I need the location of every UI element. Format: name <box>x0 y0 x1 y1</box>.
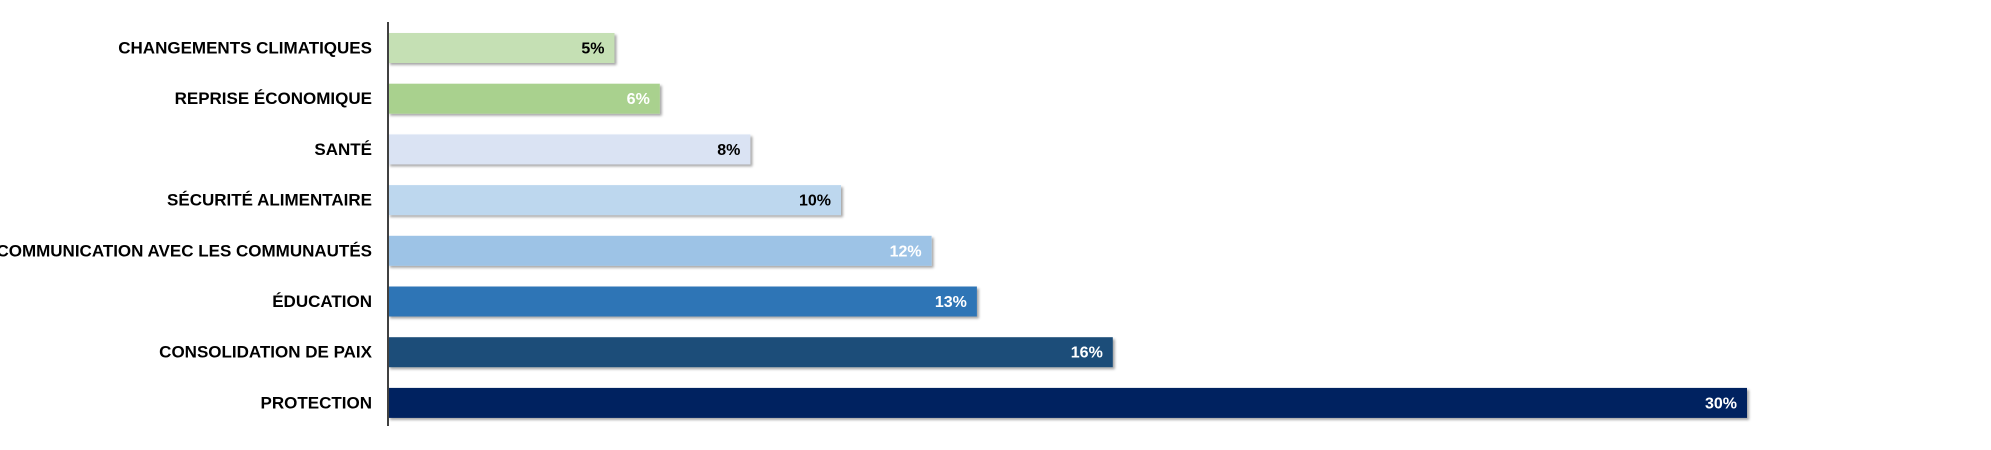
category-label-securite-alimentaire: SÉCURITÉ ALIMENTAIRE <box>167 191 372 210</box>
labels-layer: CHANGEMENTS CLIMATIQUES 5% REPRISE ÉCONOMI… <box>0 39 1737 413</box>
category-label-sante: SANTÉ <box>314 140 372 159</box>
category-label-education: ÉDUCATION <box>272 292 372 311</box>
category-label-consolidation-de-paix: CONSOLIDATION DE PAIX <box>159 343 372 362</box>
value-label-changements-climatiques: 5% <box>581 41 604 58</box>
value-label-consolidation-de-paix: 16% <box>1071 345 1103 362</box>
bar-communication-avec-les-communautes <box>388 235 932 266</box>
value-label-securite-alimentaire: 10% <box>799 193 831 210</box>
value-label-education: 13% <box>935 294 967 311</box>
value-label-sante: 8% <box>717 142 740 159</box>
bar-changements-climatiques <box>388 33 615 63</box>
category-label-changements-climatiques: CHANGEMENTS CLIMATIQUES <box>118 39 372 58</box>
category-label-communication-avec-les-communautes: COMMUNICATION AVEC LES COMMUNAUTÉS <box>0 241 372 260</box>
bar-reprise-economique <box>388 83 660 114</box>
value-label-communication-avec-les-communautes: 12% <box>890 243 922 260</box>
bar-protection <box>388 387 1747 418</box>
bar-sante <box>388 134 751 165</box>
bars-layer <box>388 33 1747 418</box>
category-label-protection: PROTECTION <box>261 393 372 412</box>
bar-securite-alimentaire <box>388 185 841 216</box>
value-label-protection: 30% <box>1705 395 1737 412</box>
value-label-reprise-economique: 6% <box>627 91 650 108</box>
category-label-reprise-economique: REPRISE ÉCONOMIQUE <box>175 89 372 108</box>
bar-education <box>388 286 977 317</box>
bar-consolidation-de-paix <box>388 337 1113 368</box>
